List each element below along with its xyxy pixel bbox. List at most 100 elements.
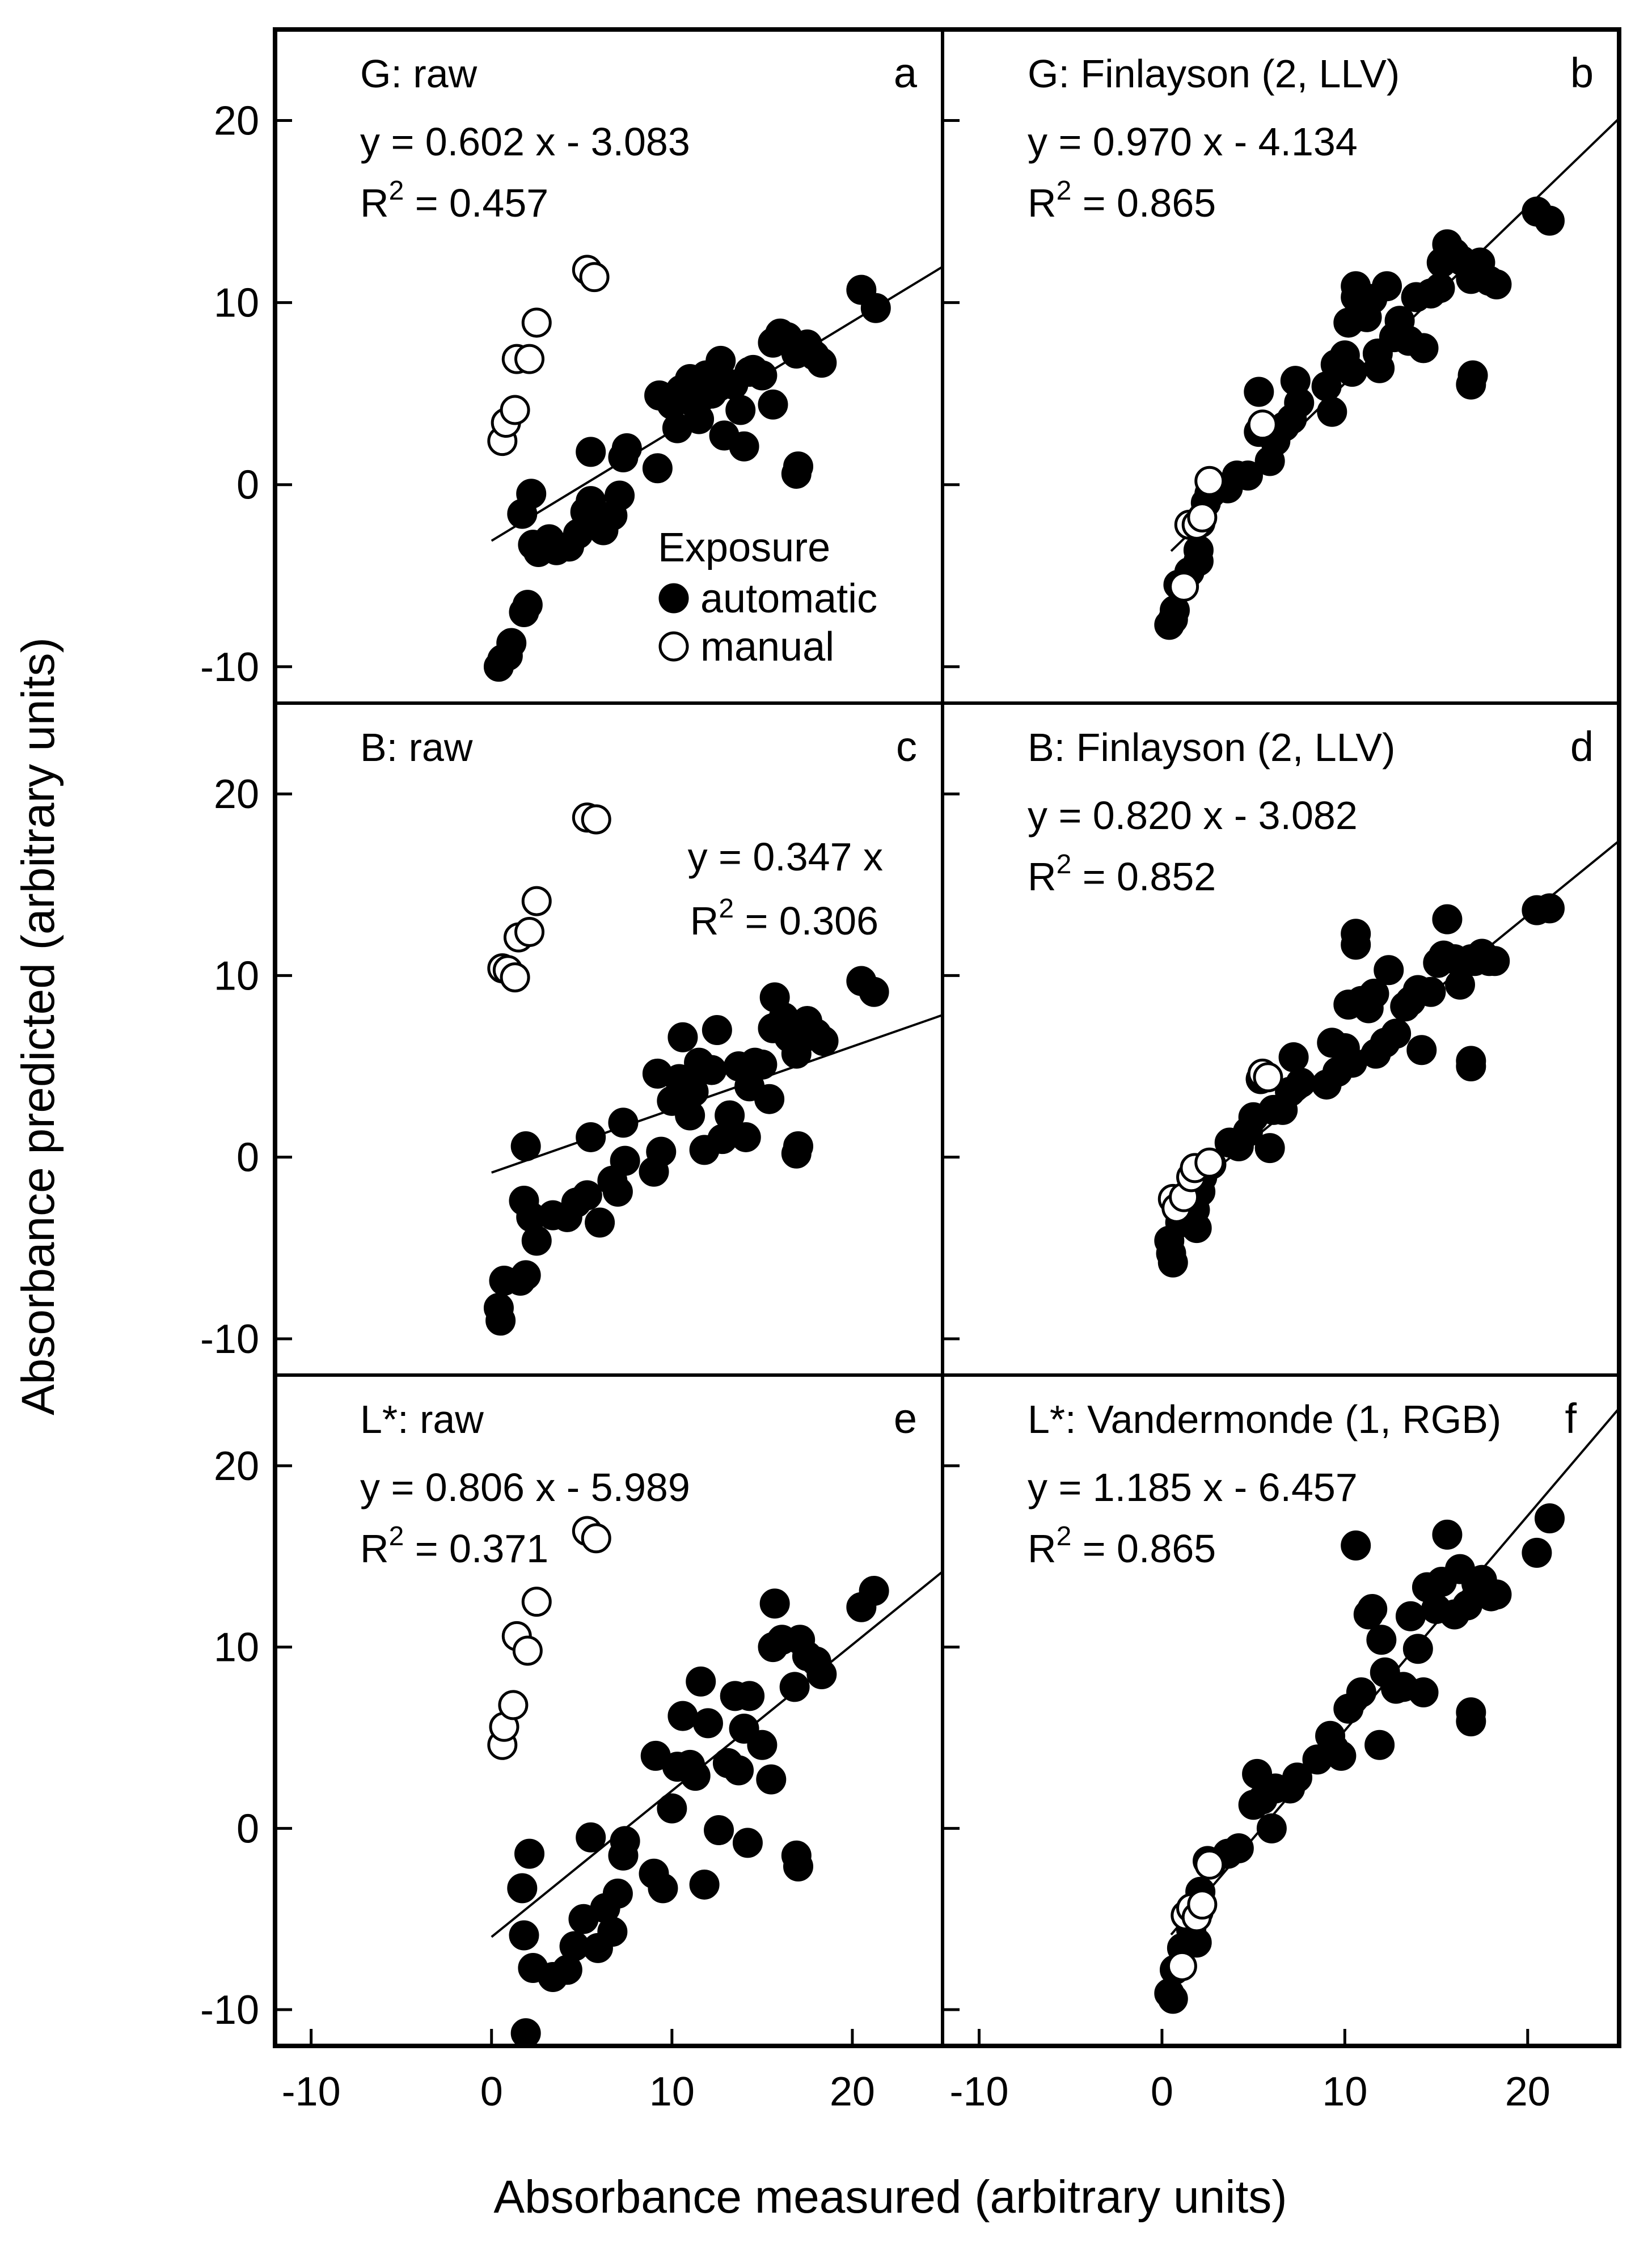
- y-tick-label: 20: [214, 99, 259, 144]
- axes-layer: -10 0 10 20 -10 0 10 20 -10 0 10 20 -10 0 10 20 -10 0 10 20: [200, 27, 1621, 2115]
- x-tick-label: -10: [949, 2069, 1008, 2115]
- panel-d-automatic-point: [1341, 919, 1371, 949]
- panel-f-automatic-point: [1395, 1601, 1426, 1631]
- y-tick-label: 10: [214, 953, 259, 999]
- panel-c-manual-point: [521, 886, 552, 916]
- panel-a-manual-point: [500, 395, 530, 425]
- panel-e-automatic-point: [509, 1920, 539, 1951]
- panel-c-letter: c: [896, 723, 917, 770]
- panel-e-title: L*: raw: [360, 1397, 484, 1441]
- panel-d-automatic-point: [1381, 1018, 1412, 1049]
- panel-d-automatic-point: [1480, 946, 1510, 976]
- panel-b-automatic-point: [1372, 271, 1402, 302]
- panel-c-automatic-point: [646, 1136, 677, 1167]
- panel-f-manual-point: [1194, 1849, 1225, 1880]
- y-tick-label: 0: [236, 1135, 259, 1181]
- panel-e-letter: e: [894, 1395, 917, 1442]
- panel-e-automatic-point: [602, 1878, 633, 1909]
- panel-c-automatic-point: [696, 1055, 727, 1085]
- panel-d-automatic-point: [1359, 978, 1389, 1009]
- panel-e-r-squared-exponent: 2: [389, 1521, 404, 1551]
- panel-f-automatic-point: [1256, 1813, 1287, 1843]
- panel-d-manual-point: [1194, 1147, 1225, 1178]
- panel-d-letter: d: [1570, 723, 1594, 770]
- panel-c-automatic-point: [715, 1100, 745, 1131]
- panel-d-manual-point: [1253, 1062, 1283, 1093]
- legend-automatic-label: automatic: [700, 576, 877, 621]
- panel-f-title: L*: Vandermonde (1, RGB): [1028, 1397, 1501, 1441]
- y-axis-label: Absorbance predicted (arbitrary units): [12, 637, 64, 1415]
- legend: Exposure automatic manual: [658, 525, 877, 670]
- panel-c-automatic-point: [783, 1131, 814, 1161]
- panel-f-r-squared-prefix: R: [1028, 1527, 1057, 1571]
- panel-b-automatic-point: [1337, 357, 1367, 387]
- panel-a-automatic-point: [758, 389, 788, 420]
- panel-a-automatic-point: [729, 431, 759, 462]
- panel-e-automatic-point: [859, 1575, 889, 1606]
- panel-a-r-squared-prefix: R: [360, 181, 389, 225]
- panel-d-r-squared-exponent: 2: [1057, 849, 1072, 879]
- panel-c-automatic-point: [859, 976, 889, 1007]
- panel-f-automatic-point: [1456, 1697, 1486, 1728]
- panel-c-r-squared-value: = 0.306: [734, 899, 878, 943]
- panel-b-r-squared-prefix: R: [1028, 181, 1057, 225]
- panel-c-automatic-point: [485, 1305, 516, 1336]
- panel-d-title: B: Finlayson (2, LLV): [1028, 725, 1395, 769]
- panel-c-r-squared-prefix: R: [690, 899, 719, 943]
- panel-e-automatic-point: [704, 1815, 734, 1846]
- panel-a-automatic-point: [576, 486, 606, 517]
- panel-b-title: G: Finlayson (2, LLV): [1028, 52, 1400, 96]
- y-tick-label: -10: [200, 1317, 259, 1362]
- x-tick-label: -10: [282, 2069, 341, 2115]
- panel-a-letter: a: [894, 49, 918, 96]
- y-tick-label: 20: [214, 1444, 259, 1489]
- panel-f-letter: f: [1565, 1395, 1577, 1442]
- panel-f-automatic-point: [1432, 1519, 1463, 1550]
- panel-a-automatic-point: [806, 348, 837, 378]
- panel-b-automatic-point: [1481, 269, 1512, 300]
- panel-f-automatic-point: [1408, 1677, 1439, 1708]
- panel-d-automatic-point: [1456, 1046, 1486, 1076]
- panel-e-automatic-point: [597, 1917, 628, 1947]
- panel-e-automatic-point: [667, 1701, 698, 1731]
- panel-a-title: G: raw: [360, 52, 478, 96]
- y-tick-label: -10: [200, 1988, 259, 2033]
- panel-d-r-squared-value: = 0.852: [1071, 855, 1216, 899]
- y-tick-label: -10: [200, 645, 259, 690]
- panel-e-automatic-point: [756, 1764, 787, 1795]
- panel-f-manual-point: [1167, 1951, 1197, 1981]
- panel-c-automatic-point: [730, 1122, 761, 1152]
- panel-b-manual-point: [1169, 572, 1199, 602]
- panel-d-automatic-point: [1374, 955, 1404, 986]
- panel-c-automatic-point: [510, 1260, 541, 1291]
- panel-b-automatic-point: [1534, 205, 1565, 236]
- panel-e-manual-point: [498, 1690, 529, 1720]
- legend-manual-label: manual: [700, 624, 834, 670]
- panel-e-automatic-point: [576, 1822, 606, 1853]
- panel-f-automatic-point: [1364, 1730, 1395, 1760]
- panel-d-automatic-point: [1157, 1247, 1188, 1278]
- panel-e-automatic-point: [747, 1730, 778, 1760]
- panel-d-automatic-point: [1278, 1042, 1309, 1073]
- panel-d-r-squared: R2 = 0.852: [1028, 849, 1216, 899]
- panel-f-automatic-point: [1402, 1634, 1433, 1664]
- panel-e-automatic-point: [680, 1761, 711, 1791]
- panel-c-automatic-point: [754, 1084, 785, 1114]
- panel-c-automatic-point: [747, 1049, 778, 1080]
- panel-c-automatic-point: [510, 1131, 541, 1161]
- panel-d-automatic-point: [1406, 1035, 1437, 1065]
- panel-c-automatic-point: [667, 1022, 698, 1052]
- panel-d-equation: y = 0.820 x - 3.082: [1028, 793, 1358, 838]
- panel-a-r-squared: R2 = 0.457: [360, 176, 548, 225]
- panel-e-automatic-point: [514, 1838, 545, 1869]
- panel-b-r-squared-value: = 0.865: [1071, 181, 1216, 225]
- panel-c-automatic-point: [602, 1177, 633, 1207]
- x-tick-label: 20: [830, 2069, 875, 2115]
- panel-b-automatic-point: [1457, 360, 1488, 391]
- panel-a-automatic-point: [705, 345, 736, 376]
- panel-b-equation: y = 0.970 x - 4.134: [1028, 120, 1358, 164]
- panel-c-automatic-point: [610, 1145, 640, 1176]
- panel-f-r-squared-value: = 0.865: [1071, 1527, 1216, 1571]
- panel-f-r-squared: R2 = 0.865: [1028, 1521, 1216, 1571]
